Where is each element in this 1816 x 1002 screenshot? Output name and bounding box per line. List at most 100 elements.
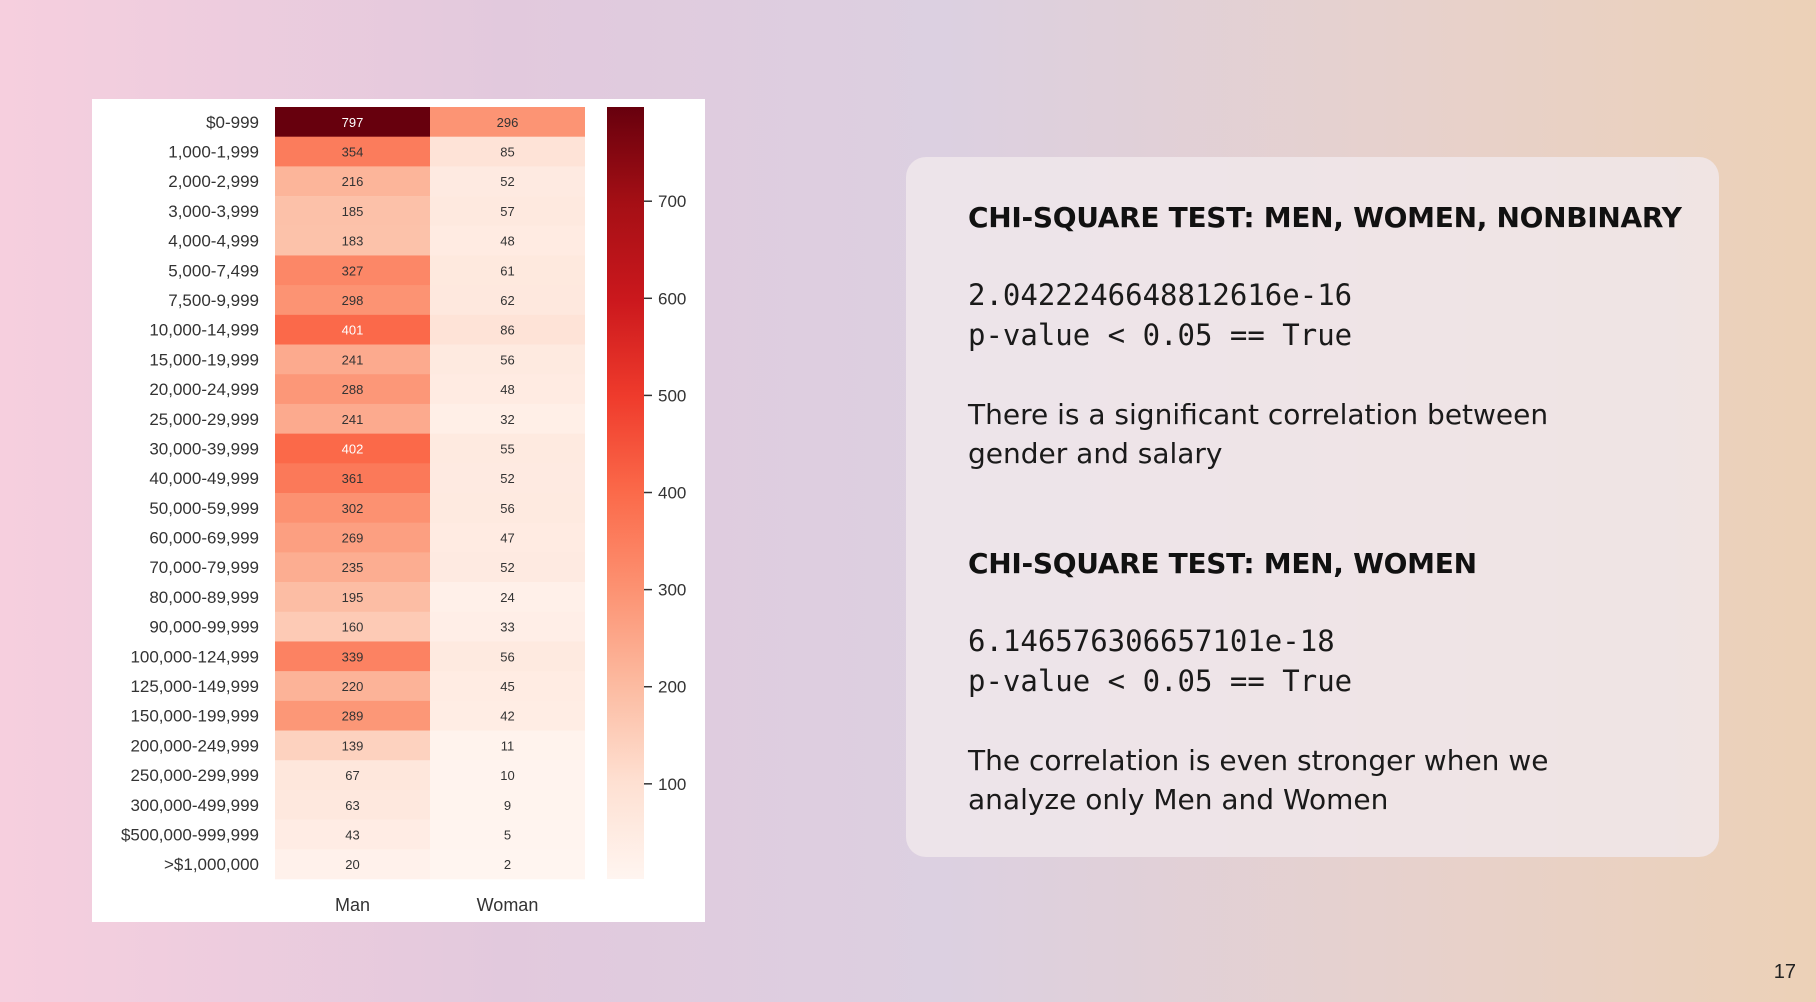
heatmap-cell (275, 789, 430, 820)
heatmap-cell (430, 641, 585, 672)
cell-value-label: 56 (500, 501, 514, 516)
heatmap-cell (275, 107, 430, 137)
heatmap-cell (430, 433, 585, 464)
cell-value-label: 67 (345, 768, 359, 783)
heatmap-cell (430, 314, 585, 345)
cell-value-label: 241 (342, 412, 364, 427)
row-label: 25,000-29,999 (149, 410, 259, 429)
heatmap-cell (275, 433, 430, 464)
heatmap-cell (430, 582, 585, 613)
heatmap-cell (275, 136, 430, 167)
row-label: 200,000-249,999 (130, 736, 259, 755)
cell-value-label: 52 (500, 560, 514, 575)
cell-value-label: 56 (500, 649, 514, 664)
cell-value-label: 45 (500, 679, 514, 694)
heatmap-cell (275, 255, 430, 286)
cell-value-label: 139 (342, 738, 364, 753)
heatmap-cell (430, 700, 585, 731)
heatmap-cell (275, 730, 430, 761)
heatmap-cell (430, 166, 585, 197)
heatmap-cell (275, 700, 430, 731)
heatmap-cell (275, 641, 430, 672)
row-label: $500,000-999,999 (121, 825, 259, 844)
row-label: 70,000-79,999 (149, 558, 259, 577)
row-label: 30,000-39,999 (149, 439, 259, 458)
cell-value-label: 402 (342, 441, 364, 456)
heatmap-cell (275, 344, 430, 375)
test1-conclusion-line1: There is a significant correlation betwe… (968, 398, 1549, 431)
cell-value-label: 339 (342, 649, 364, 664)
cell-value-label: 33 (500, 620, 514, 635)
row-label: 40,000-49,999 (149, 469, 259, 488)
test2-title: CHI-SQUARE TEST: MEN, WOMEN (968, 547, 1477, 580)
row-label: 100,000-124,999 (130, 647, 259, 666)
cell-value-label: 241 (342, 352, 364, 367)
cell-value-label: 269 (342, 531, 364, 546)
heatmap-cell (430, 760, 585, 791)
cell-value-label: 216 (342, 174, 364, 189)
row-label: 150,000-199,999 (130, 707, 259, 726)
page-number: 17 (1773, 961, 1796, 983)
row-label: 80,000-89,999 (149, 588, 259, 607)
cell-value-label: 24 (500, 590, 514, 605)
row-label: 250,000-299,999 (130, 766, 259, 785)
row-label: 5,000-7,499 (168, 261, 259, 280)
cell-value-label: 43 (345, 827, 359, 842)
cell-value-label: 52 (500, 471, 514, 486)
cell-value-label: 20 (345, 857, 359, 872)
cell-value-label: 42 (500, 709, 514, 724)
heatmap-cell (430, 552, 585, 583)
colorbar-tick-label: 600 (658, 289, 686, 308)
colorbar-tick-label: 400 (658, 484, 686, 503)
heatmap-cell (275, 285, 430, 316)
heatmap-cell (430, 789, 585, 820)
cell-value-label: 48 (500, 382, 514, 397)
heatmap-cell (275, 463, 430, 494)
cell-value-label: 220 (342, 679, 364, 694)
cell-value-label: 57 (500, 204, 514, 219)
heatmap-cell (275, 849, 430, 880)
colorbar-tick-label: 300 (658, 581, 686, 600)
colorbar-tick-label: 200 (658, 678, 686, 697)
row-label: 20,000-24,999 (149, 380, 259, 399)
heatmap-cell (430, 136, 585, 167)
row-label: 15,000-19,999 (149, 350, 259, 369)
heatmap-cell (275, 819, 430, 850)
row-label: 300,000-499,999 (130, 796, 259, 815)
row-label: 50,000-59,999 (149, 499, 259, 518)
heatmap-cell (275, 166, 430, 197)
test1-result: p-value < 0.05 == True (968, 318, 1353, 352)
row-label: 2,000-2,999 (168, 172, 259, 191)
heatmap-cell (430, 819, 585, 850)
heatmap-cell (430, 225, 585, 256)
cell-value-label: 86 (500, 323, 514, 338)
heatmap-cell (430, 107, 585, 137)
cell-value-label: 55 (500, 441, 514, 456)
cell-value-label: 361 (342, 471, 364, 486)
heatmap-cell (275, 493, 430, 523)
cell-value-label: 63 (345, 798, 359, 813)
cell-value-label: 296 (497, 115, 519, 130)
heatmap-cell (430, 493, 585, 523)
heatmap-cell (430, 374, 585, 405)
heatmap-cell (430, 403, 585, 434)
heatmap-cell (275, 552, 430, 583)
heatmap-cell (275, 314, 430, 345)
cell-value-label: 5 (504, 827, 511, 842)
cell-value-label: 2 (504, 857, 511, 872)
heatmap-cell (275, 374, 430, 405)
heatmap-cell (430, 522, 585, 553)
row-label: 60,000-69,999 (149, 529, 259, 548)
cell-value-label: 48 (500, 234, 514, 249)
cell-value-label: 10 (500, 768, 514, 783)
cell-value-label: 85 (500, 145, 514, 160)
heatmap-cell (430, 611, 585, 642)
row-label: >$1,000,000 (164, 855, 259, 874)
cell-value-label: 61 (500, 263, 514, 278)
heatmap-cell (430, 285, 585, 316)
heatmap-cell (430, 463, 585, 494)
row-label: 7,500-9,999 (168, 291, 259, 310)
test1-conclusion-line2: gender and salary (968, 437, 1223, 470)
cell-value-label: 401 (342, 323, 364, 338)
cell-value-label: 354 (342, 145, 364, 160)
